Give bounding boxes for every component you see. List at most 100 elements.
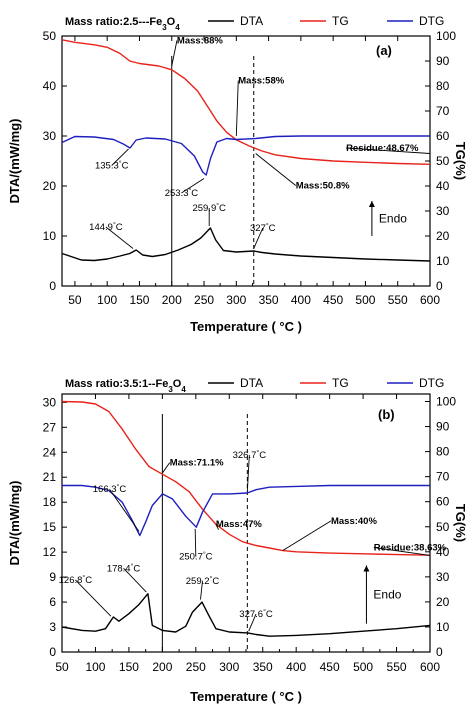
chart-title: Mass ratio:2.5---Fe3O4 [65, 16, 180, 32]
x-tick-label: 150 [129, 293, 149, 307]
annotation-value: 144.9 [89, 222, 113, 233]
annotation-pointer [282, 520, 332, 551]
annotation-degree: ° [113, 221, 116, 229]
title-part: O [173, 378, 182, 390]
annotation-unit: C [259, 450, 266, 461]
annotation-value: 327 [250, 223, 266, 234]
y-right-tick-label: 70 [436, 104, 450, 118]
annotation-value: Residue:48.67% [346, 143, 419, 154]
y-right-tick-label: 60 [436, 495, 450, 509]
y-right-tick-label: 30 [436, 570, 450, 584]
y-left-tick-label: 40 [43, 79, 57, 93]
annotation-label: Residue:38.63% [374, 542, 447, 553]
annotation-pointer [246, 455, 250, 492]
y-right-tick-label: 80 [436, 445, 450, 459]
x-axis-label: Temperature ( °C ) [190, 319, 302, 334]
annotation-pointer [200, 580, 203, 600]
annotation-value: Mass:58% [238, 76, 284, 87]
title-part: O [167, 16, 176, 28]
series-tg [61, 400, 431, 556]
annotation-degree: ° [263, 608, 266, 616]
x-axis-unit: ( °C ) [271, 689, 301, 704]
y-right-tick-label: 90 [436, 54, 450, 68]
annotation-value: Mass:88% [177, 36, 223, 47]
annotation-pointer [373, 547, 431, 556]
x-tick-label: 350 [259, 293, 279, 307]
annotation-value: 126.8 [59, 575, 83, 586]
endo-label: Endo [373, 588, 401, 602]
annotation-unit: C [191, 188, 198, 199]
x-tick-label: 150 [119, 660, 139, 674]
legend-label-tg: TG [332, 14, 349, 28]
annotation-pointer [255, 153, 296, 186]
y-right-tick-label: 80 [436, 79, 450, 93]
annotation-value: 135.3 [95, 161, 119, 172]
legend-label-tg: TG [332, 376, 349, 390]
annotation-label: 135.3°C [95, 159, 129, 172]
y-left-tick-label: 24 [43, 445, 57, 459]
legend-label-dta: DTA [240, 376, 263, 390]
y-left-tick-label: 9 [49, 570, 56, 584]
y-right-tick-label: 90 [436, 420, 450, 434]
annotation-pointer [105, 226, 134, 249]
x-tick-label: 600 [420, 293, 440, 307]
annotation-label: Mass:88% [177, 36, 223, 47]
annotation-value: 259.2 [186, 576, 210, 587]
y-left-tick-label: 20 [43, 179, 57, 193]
x-tick-label: 500 [353, 660, 373, 674]
x-tick-label: 200 [152, 660, 172, 674]
annotation-label: 259.9°C [192, 202, 226, 215]
annotation-pointer [123, 567, 147, 593]
annotation-label: 326.7°C [233, 449, 267, 462]
y-right-tick-label: 10 [436, 254, 450, 268]
annotation-degree: ° [256, 449, 259, 457]
chart-panel-2: 50 100 150 200 250 300 350 400 450 500 550 60003691… [7, 376, 468, 704]
annotation-unit: C [119, 484, 126, 495]
annotation-label: 327.6°C [239, 608, 273, 621]
annotation-unit: C [133, 563, 140, 574]
annotation-unit: C [116, 222, 123, 233]
y-right-tick-label: 60 [436, 129, 450, 143]
annotation-label: Mass:58% [238, 76, 284, 87]
y-left-tick-label: 21 [43, 470, 57, 484]
x-tick-label: 450 [323, 293, 343, 307]
annotation-degree: ° [82, 573, 85, 581]
x-axis-label-text: Temperature [190, 319, 271, 334]
annotation-value: 327.6 [239, 609, 263, 620]
y-left-axis-label: DTA/(mW/mg) [7, 481, 22, 566]
y-right-tick-label: 40 [436, 179, 450, 193]
title-subscript: 3 [168, 385, 173, 394]
annotation-pointer [346, 147, 431, 154]
title-part: Mass ratio:3.5:1--Fe [65, 378, 168, 390]
x-tick-label: 200 [162, 293, 182, 307]
y-right-tick-label: 30 [436, 204, 450, 218]
annotation-pointer [194, 528, 197, 557]
x-tick-label: 400 [286, 660, 306, 674]
x-axis-label-text: Temperature [190, 689, 271, 704]
x-tick-label: 50 [68, 293, 82, 307]
annotation-label: 126.8°C [59, 573, 93, 586]
annotation-label: 250.7°C [179, 550, 213, 563]
y-right-tick-label: 20 [436, 229, 450, 243]
y-right-tick-label: 0 [436, 279, 443, 293]
annotation-label: Mass:71.1% [170, 458, 224, 469]
x-tick-label: 250 [194, 293, 214, 307]
annotation-unit: C [266, 609, 273, 620]
annotation-value: 178.4 [107, 563, 131, 574]
annotation-label: 144.9°C [89, 221, 123, 234]
y-left-tick-label: 12 [43, 545, 57, 559]
annotation-label: 327°C [250, 222, 276, 235]
y-left-tick-label: 18 [43, 495, 57, 509]
y-left-tick-label: 10 [43, 229, 57, 243]
annotation-pointer [161, 462, 171, 474]
annotation-value: Mass:40% [331, 516, 377, 527]
y-right-tick-label: 100 [436, 29, 456, 43]
annotation-label: Residue:48.67% [346, 143, 419, 154]
title-subscript: 3 [162, 23, 167, 32]
annotation-unit: C [219, 203, 226, 214]
annotation-pointer [109, 488, 140, 532]
endo-label: Endo [379, 212, 407, 226]
x-tick-label: 50 [55, 660, 69, 674]
annotation-value: Residue:38.63% [374, 542, 447, 553]
